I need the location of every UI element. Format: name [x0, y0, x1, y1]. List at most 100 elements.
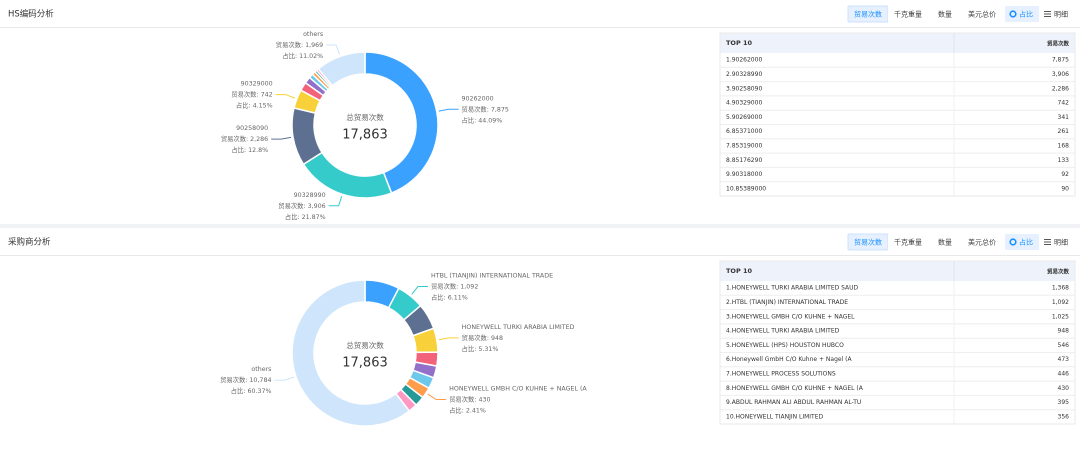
- count-caption: 贸易次数:: [220, 375, 247, 384]
- slice-share: 占比: 21.87%: [285, 212, 326, 221]
- leader-line: [411, 286, 428, 295]
- cell: 446: [1058, 370, 1070, 377]
- cell: 133: [1058, 157, 1070, 164]
- slice-share: 占比: 12.8%: [231, 145, 268, 154]
- slice-count: 贸易次数: 1,969: [276, 40, 323, 49]
- header-cell: 贸易次数: [1047, 268, 1070, 276]
- cell: 3.HONEYWELL GMBH C/O KUHNE + NAGEL: [726, 313, 855, 320]
- count-value: 1,969: [305, 42, 323, 49]
- share-value: 6.11%: [448, 295, 468, 302]
- share-caption: 占比:: [231, 145, 246, 154]
- share-value: 60.37%: [247, 388, 271, 395]
- tab-bg: [928, 6, 962, 22]
- share-value: 11.02%: [299, 53, 323, 60]
- share-caption: 占比:: [282, 51, 297, 60]
- cell: 10.85389000: [726, 185, 766, 192]
- slice-share: 占比: 60.37%: [231, 386, 272, 395]
- count-caption: 贸易次数:: [462, 104, 489, 113]
- tab[interactable]: 贸易次数: [847, 5, 889, 23]
- leader-line: [275, 94, 296, 99]
- leader-line: [271, 136, 292, 140]
- share-caption: 占比:: [462, 344, 477, 353]
- slice-name: 90262000: [462, 95, 494, 102]
- slice-name: 90329000: [241, 81, 273, 88]
- cell: 261: [1058, 128, 1070, 135]
- share-caption: 占比:: [236, 101, 251, 110]
- cell: 948: [1058, 328, 1070, 335]
- tab-label: 千克重量: [894, 238, 922, 247]
- share-caption: 占比:: [285, 212, 300, 221]
- count-value: 1,092: [460, 284, 478, 291]
- count-value: 7,875: [491, 106, 509, 113]
- cell: 473: [1058, 356, 1070, 363]
- cell: 4.90329000: [726, 100, 762, 107]
- share-caption: 占比:: [231, 386, 246, 395]
- tab[interactable]: 千克重量: [888, 234, 928, 250]
- leader-line: [328, 196, 343, 207]
- toggle-label: 明细: [1054, 238, 1068, 247]
- cell: 356: [1058, 413, 1070, 420]
- slice-count: 贸易次数: 742: [231, 90, 272, 99]
- share-value: 21.87%: [302, 214, 326, 221]
- cell: 1,092: [1052, 299, 1069, 306]
- toggle[interactable]: 占比: [1005, 6, 1039, 22]
- slice-count: 贸易次数: 7,875: [462, 104, 509, 113]
- tab-bg: [962, 6, 1002, 22]
- panel-title: 采购商分析: [8, 237, 51, 248]
- share-value: 4.15%: [253, 103, 273, 110]
- center-caption: 总贸易次数: [346, 112, 384, 122]
- cell: 1,025: [1052, 313, 1069, 320]
- toggle-bg: [1005, 234, 1039, 250]
- slice-name: HTBL (TIANJIN) INTERNATIONAL TRADE: [431, 273, 553, 280]
- slice-count: 贸易次数: 10,784: [220, 375, 271, 384]
- tab[interactable]: 美元总价: [962, 6, 1002, 22]
- tab-bg: [962, 234, 1002, 250]
- header-cell: TOP 10: [726, 267, 753, 275]
- table-frame: [719, 32, 1076, 197]
- cell: 430: [1058, 385, 1070, 392]
- tab-label: 贸易次数: [854, 238, 882, 247]
- count-caption: 贸易次数:: [449, 395, 476, 404]
- cell: 10.HONEYWELL TIANJIN LIMITED: [726, 413, 824, 420]
- leader-line: [427, 393, 447, 401]
- cell: 4.HONEYWELL TURKI ARABIA LIMITED: [726, 328, 840, 335]
- count-caption: 贸易次数:: [276, 40, 303, 49]
- cell: 2,286: [1052, 85, 1069, 92]
- tab[interactable]: 贸易次数: [847, 233, 889, 251]
- slice-name: others: [303, 31, 323, 38]
- cell: 2.HTBL (TIANJIN) INTERNATIONAL TRADE: [726, 299, 848, 306]
- cell: 92: [1061, 171, 1069, 178]
- cell: 3.90258090: [726, 85, 762, 92]
- cell: 8.85176290: [726, 157, 762, 164]
- cell: 168: [1058, 142, 1070, 149]
- pie-icon: [1009, 238, 1017, 246]
- table-header: [720, 261, 1075, 281]
- tab[interactable]: 美元总价: [962, 234, 1002, 250]
- toggle-label: 占比: [1019, 238, 1033, 247]
- toggle[interactable]: 明细: [1040, 6, 1074, 22]
- leader-line: [274, 376, 295, 381]
- count-caption: 贸易次数:: [462, 333, 489, 342]
- share-caption: 占比:: [449, 406, 464, 415]
- table-header: [720, 33, 1075, 53]
- tab[interactable]: 千克重量: [888, 6, 928, 22]
- table-frame: [719, 260, 1076, 425]
- cell: 7,875: [1052, 57, 1069, 64]
- count-caption: 贸易次数:: [221, 134, 248, 143]
- leader-line: [438, 337, 459, 341]
- tab[interactable]: 数量: [928, 234, 962, 250]
- slice-name: 90328990: [294, 192, 326, 199]
- tab-label: 美元总价: [968, 238, 996, 247]
- tab-label: 美元总价: [968, 10, 996, 19]
- cell: 8.HONEYWELL GMBH C/O KUHNE + NAGEL (A: [726, 385, 864, 392]
- tab-label: 千克重量: [894, 10, 922, 19]
- toggle[interactable]: 占比: [1005, 234, 1039, 250]
- toggle-bg: [1040, 6, 1074, 22]
- toggle[interactable]: 明细: [1040, 234, 1074, 250]
- share-caption: 占比:: [462, 115, 477, 124]
- cell: 1,368: [1052, 285, 1069, 292]
- slice-count: 贸易次数: 3,906: [278, 201, 325, 210]
- tab[interactable]: 数量: [928, 6, 962, 22]
- tab-bg: [888, 234, 928, 250]
